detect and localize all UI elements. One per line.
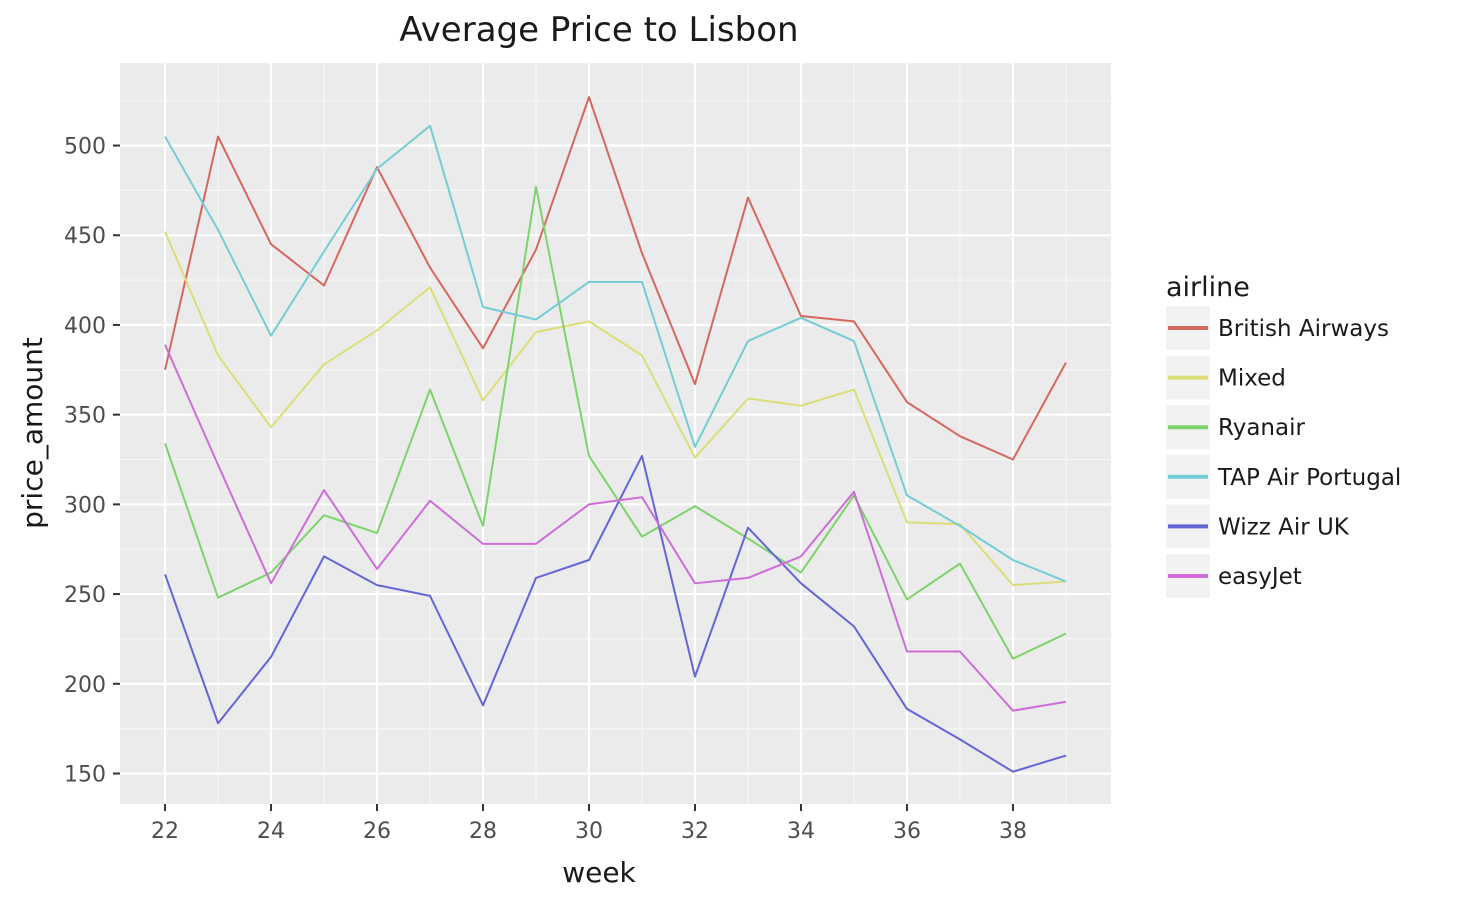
legend-label: easyJet <box>1218 564 1302 590</box>
legend-label: Mixed <box>1218 366 1286 392</box>
x-tick-label: 24 <box>257 819 285 844</box>
legend-label: Ryanair <box>1218 415 1305 441</box>
x-tick-label: 32 <box>681 819 709 844</box>
y-axis-label: price_amount <box>16 337 49 529</box>
series-line-easyjet <box>164 344 1067 712</box>
x-tick-label: 34 <box>787 819 815 844</box>
y-tick-label: 500 <box>64 135 106 160</box>
x-tick-label: 30 <box>575 819 603 844</box>
legend-title: airline <box>1166 272 1250 303</box>
y-tick-label: 300 <box>64 493 106 518</box>
y-tick-label: 400 <box>64 314 106 339</box>
series-line-mixed <box>164 231 1067 587</box>
legend-label: British Airways <box>1218 316 1389 342</box>
grid-lines <box>120 63 1111 804</box>
chart-title: Average Price to Lisbon <box>399 10 798 50</box>
x-tick-label: 26 <box>363 819 391 844</box>
x-tick-label: 28 <box>469 819 497 844</box>
series-line-british-airways <box>164 96 1067 461</box>
y-tick-label: 200 <box>64 673 106 698</box>
y-tick-label: 150 <box>64 762 106 787</box>
legend-label: Wizz Air UK <box>1218 514 1350 540</box>
series-line-ryanair <box>164 185 1067 660</box>
x-tick-label: 38 <box>999 819 1027 844</box>
y-tick-label: 450 <box>64 224 106 249</box>
x-axis-label: week <box>562 856 636 889</box>
legend-label: TAP Air Portugal <box>1217 465 1401 491</box>
panel-background <box>120 63 1111 804</box>
legend: airline British Airways Mixed Ryanair TAP A… <box>1166 272 1401 598</box>
x-tick-label: 22 <box>151 819 179 844</box>
series-line-tap-air-portugal <box>164 124 1067 583</box>
y-tick-label: 250 <box>64 583 106 608</box>
series-line-wizz-air-uk <box>164 454 1067 773</box>
x-tick-label: 36 <box>893 819 921 844</box>
y-tick-label: 350 <box>64 404 106 429</box>
axes: 22 24 26 28 30 32 34 36 38 150 200 250 300 350 400 450 5… <box>64 135 1027 844</box>
series-lines <box>164 96 1067 773</box>
plot-panel <box>120 63 1111 804</box>
